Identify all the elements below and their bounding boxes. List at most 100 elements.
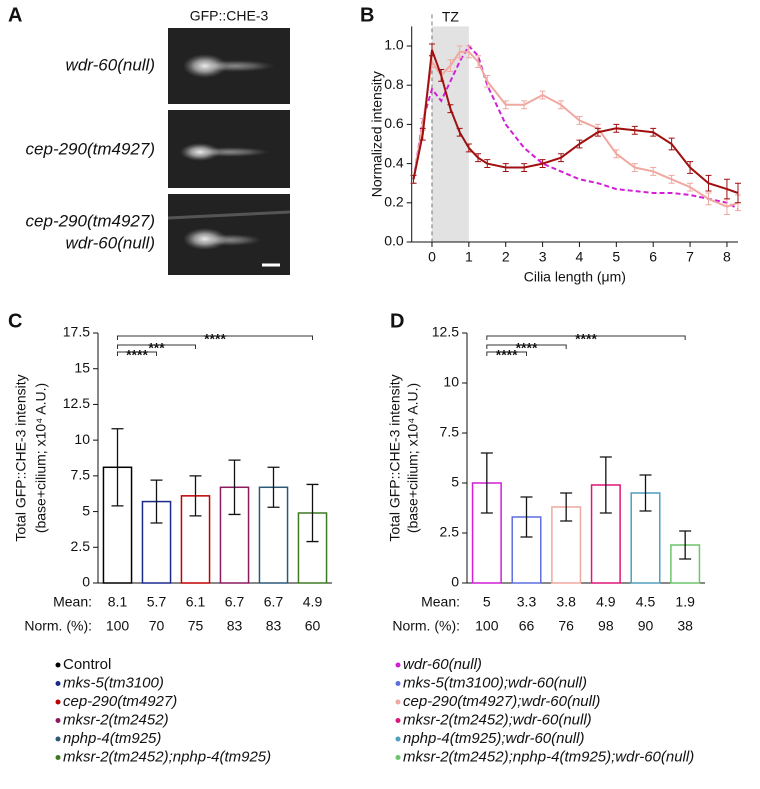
y-tick-label: 15 [74, 359, 90, 375]
panel-letter: C [8, 310, 22, 332]
error-bar [560, 492, 573, 522]
norm-value: 90 [638, 618, 654, 634]
row-label: Norm. (%): [392, 618, 460, 634]
norm-value: 70 [149, 618, 165, 634]
significance-label: **** [496, 347, 518, 363]
significance-label: **** [516, 340, 538, 356]
y-tick-label: 7.5 [71, 467, 91, 483]
legend-marker [55, 681, 61, 686]
y-tick-label: 17.5 [63, 324, 90, 340]
genotype-label: wdr-60(null) [66, 233, 155, 252]
legend-marker [395, 755, 401, 760]
y-tick-label: 5 [82, 502, 90, 518]
legend-marker [55, 662, 61, 668]
series-line [412, 50, 739, 208]
legend-label: cep-290(tm4927);wdr-60(null) [403, 693, 600, 710]
significance-bracket [486, 335, 686, 340]
legend-marker [55, 699, 61, 705]
mean-value: 5 [483, 594, 491, 610]
row-label: Mean: [53, 594, 92, 610]
error-bar [306, 483, 319, 543]
genotype-label: wdr-60(null) [66, 55, 155, 74]
significance-bracket [117, 335, 313, 340]
legend-label: nphp-4(tm925);wdr-60(null) [403, 730, 584, 747]
x-tick-label: 8 [723, 249, 731, 265]
x-tick-label: 2 [502, 249, 510, 265]
error-bar [679, 530, 692, 560]
y-tick-label: 0.0 [384, 233, 404, 249]
mean-value: 1.9 [675, 594, 695, 610]
legend: Controlmks-5(tm3100)cep-290(tm4927)mksr-… [55, 656, 694, 765]
significance-bracket [486, 351, 527, 356]
norm-value: 66 [519, 618, 535, 634]
y-axis-label: Normalized intensity [369, 71, 385, 197]
x-tick-label: 1 [465, 249, 473, 265]
legend-marker [395, 736, 401, 742]
y-tick-label: 0.6 [384, 115, 404, 131]
mean-value: 4.9 [596, 594, 616, 610]
tz-label: TZ [442, 9, 460, 25]
significance-bracket [117, 344, 196, 349]
legend-label: mks-5(tm3100);wdr-60(null) [403, 674, 587, 691]
norm-value: 75 [188, 618, 204, 634]
significance-label: **** [126, 347, 148, 363]
error-bar [111, 428, 124, 507]
x-tick-label: 7 [686, 249, 694, 265]
y-tick-label: 0.4 [384, 154, 404, 170]
y-axis-label: Total GFP::CHE-3 intensity [387, 374, 403, 541]
mean-value: 4.9 [303, 594, 323, 610]
norm-value: 60 [305, 618, 321, 634]
y-tick-label: 0.2 [384, 194, 404, 210]
y-axis-label: (base+cilium; x10⁴ A.U.) [405, 383, 421, 533]
mean-value: 5.7 [147, 594, 167, 610]
row-label: Norm. (%): [24, 618, 92, 634]
legend-label: mksr-2(tm2452);nphp-4(tm925) [63, 748, 271, 765]
legend-marker [55, 736, 61, 742]
error-bar [520, 496, 533, 538]
y-tick-label: 10 [74, 431, 90, 447]
mean-value: 8.1 [108, 594, 128, 610]
norm-value: 83 [266, 618, 282, 634]
legend-marker [395, 718, 401, 723]
legend-label: mksr-2(tm2452) [63, 711, 169, 728]
error-bar [480, 452, 493, 514]
norm-value: 38 [677, 618, 693, 634]
legend-marker [395, 699, 401, 705]
bar [511, 516, 542, 584]
y-tick-label: 7.5 [440, 424, 460, 440]
panel-letter: A [8, 4, 22, 26]
significance-label: **** [204, 331, 226, 347]
significance-label: **** [575, 331, 597, 347]
legend-label: wdr-60(null) [403, 656, 482, 673]
y-axis-label: Total GFP::CHE-3 intensity [13, 374, 29, 541]
micrograph [168, 28, 290, 104]
series-line [412, 49, 739, 194]
x-tick-label: 5 [612, 249, 620, 265]
x-axis-label: Cilia length (μm) [524, 269, 626, 285]
y-tick-label: 2.5 [440, 524, 460, 540]
error-bar [639, 474, 652, 512]
genotype-label: cep-290(tm4927) [26, 139, 155, 158]
y-axis-label: (base+cilium; x10⁴ A.U.) [33, 383, 49, 533]
y-tick-label: 10 [443, 374, 459, 390]
norm-value: 83 [227, 618, 243, 634]
y-tick-label: 12.5 [63, 395, 90, 411]
y-tick-label: 5 [451, 474, 459, 490]
y-tick-label: 2.5 [71, 538, 91, 554]
significance-bracket [486, 344, 567, 349]
significance-label: *** [148, 340, 165, 356]
mean-value: 3.3 [517, 594, 537, 610]
tz-region [431, 26, 469, 243]
y-tick-label: 1.0 [384, 37, 404, 53]
x-tick-label: 4 [576, 249, 584, 265]
norm-value: 100 [475, 618, 499, 634]
x-tick-label: 6 [649, 249, 657, 265]
y-tick-label: 0 [82, 574, 90, 590]
panel-letter: D [390, 310, 404, 332]
legend-label: nphp-4(tm925) [63, 730, 161, 747]
panel-a-labels: wdr-60(null) cep-290(tm4927) cep-290(tm492… [26, 55, 155, 252]
norm-value: 100 [106, 618, 130, 634]
series-line [412, 44, 739, 210]
x-tick-label: 3 [539, 249, 547, 265]
x-tick-label: 0 [428, 249, 436, 265]
